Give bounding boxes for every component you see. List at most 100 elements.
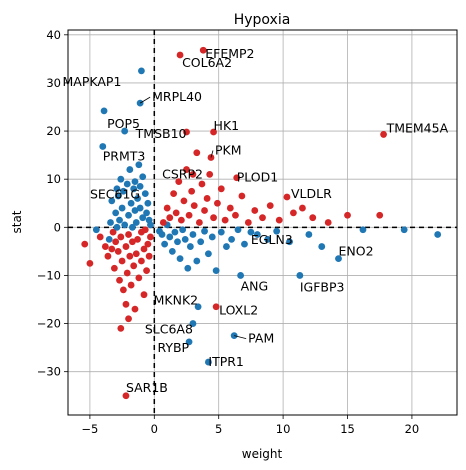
data-point bbox=[140, 291, 148, 299]
labeled-data-point bbox=[100, 107, 108, 115]
labeled-data-point bbox=[176, 51, 184, 59]
gene-label: POP5 bbox=[107, 116, 140, 131]
x-tick-label: 20 bbox=[405, 422, 420, 436]
gene-label: TMSB10 bbox=[135, 126, 187, 141]
data-point bbox=[119, 286, 127, 294]
y-tick-label: 20 bbox=[46, 124, 61, 138]
data-point bbox=[189, 231, 197, 238]
data-point bbox=[96, 233, 104, 241]
data-point bbox=[114, 192, 122, 200]
data-point bbox=[205, 250, 212, 258]
y-axis-ticks: −30 −20 −10 0 10 20 30 40 bbox=[37, 28, 68, 379]
data-point bbox=[400, 226, 408, 234]
data-point bbox=[174, 238, 181, 246]
data-point bbox=[190, 202, 198, 210]
data-point bbox=[212, 267, 220, 275]
y-tick-label: 40 bbox=[46, 28, 61, 42]
data-point bbox=[168, 247, 176, 255]
data-point bbox=[234, 226, 242, 234]
y-axis-label: stat bbox=[10, 210, 24, 233]
labeled-data-point bbox=[122, 392, 130, 400]
data-point bbox=[144, 199, 152, 207]
data-point bbox=[208, 233, 216, 241]
data-point bbox=[132, 250, 140, 258]
data-point bbox=[139, 173, 147, 181]
labeled-data-point bbox=[233, 174, 241, 182]
data-point bbox=[131, 207, 139, 214]
data-point bbox=[118, 257, 126, 265]
data-point bbox=[121, 221, 129, 229]
data-point bbox=[210, 214, 217, 222]
data-point bbox=[116, 276, 123, 284]
gene-label: EGLN3 bbox=[251, 232, 293, 247]
x-tick-label: 10 bbox=[276, 422, 291, 436]
y-tick-label: −30 bbox=[37, 365, 61, 379]
data-point bbox=[324, 219, 332, 226]
labeled-data-point bbox=[138, 67, 145, 75]
plot-area bbox=[68, 30, 457, 415]
data-point bbox=[273, 227, 281, 235]
data-point bbox=[163, 204, 171, 212]
data-point bbox=[125, 231, 132, 238]
data-point bbox=[259, 214, 266, 222]
data-point bbox=[139, 214, 147, 222]
chart-title: Hypoxia bbox=[234, 12, 291, 28]
data-point bbox=[136, 204, 144, 212]
data-point bbox=[105, 235, 113, 243]
gene-label: CSRP2 bbox=[162, 166, 203, 181]
data-point bbox=[126, 166, 134, 173]
labeled-data-point bbox=[189, 170, 197, 178]
data-point bbox=[138, 257, 145, 265]
data-point bbox=[140, 245, 148, 253]
y-tick-label: −10 bbox=[37, 268, 61, 282]
annotation-leader-line bbox=[210, 150, 214, 158]
data-point bbox=[113, 185, 121, 193]
data-point bbox=[217, 228, 225, 236]
data-point bbox=[117, 324, 125, 332]
labeled-data-point bbox=[283, 193, 291, 201]
data-point bbox=[198, 180, 206, 188]
gene-label: HK1 bbox=[214, 118, 240, 133]
data-point bbox=[166, 214, 174, 222]
labeled-data-point bbox=[380, 131, 387, 138]
data-point bbox=[181, 235, 189, 243]
data-point bbox=[264, 235, 272, 243]
data-point bbox=[118, 204, 126, 212]
data-point bbox=[144, 240, 152, 248]
data-point bbox=[109, 228, 117, 236]
data-point bbox=[184, 264, 192, 272]
data-point bbox=[201, 207, 208, 214]
data-point bbox=[223, 243, 230, 250]
data-point bbox=[127, 199, 135, 207]
data-point bbox=[107, 219, 114, 226]
data-point bbox=[119, 187, 127, 195]
gene-label: TMEM45A bbox=[386, 120, 449, 135]
gene-label: PRMT3 bbox=[103, 148, 146, 163]
data-point bbox=[244, 219, 252, 226]
gene-label: MKNK2 bbox=[154, 293, 198, 308]
data-point bbox=[161, 240, 169, 248]
data-point bbox=[170, 190, 178, 198]
data-point bbox=[201, 227, 208, 235]
gene-label: ITPR1 bbox=[208, 354, 244, 369]
data-point bbox=[92, 226, 100, 234]
data-point bbox=[117, 233, 125, 241]
data-point bbox=[158, 231, 166, 238]
data-point bbox=[232, 211, 239, 219]
data-point bbox=[275, 216, 283, 224]
labeled-data-point bbox=[194, 303, 202, 311]
data-point bbox=[159, 219, 167, 226]
data-point bbox=[130, 185, 138, 193]
data-point bbox=[241, 240, 248, 248]
data-point bbox=[185, 211, 193, 219]
labeled-data-point bbox=[210, 128, 217, 136]
data-point bbox=[299, 204, 306, 212]
data-point bbox=[177, 216, 185, 224]
x-tick-label: 15 bbox=[340, 422, 355, 436]
data-point bbox=[134, 195, 141, 202]
data-point bbox=[134, 235, 141, 243]
data-point bbox=[172, 209, 180, 217]
data-point bbox=[221, 216, 229, 224]
